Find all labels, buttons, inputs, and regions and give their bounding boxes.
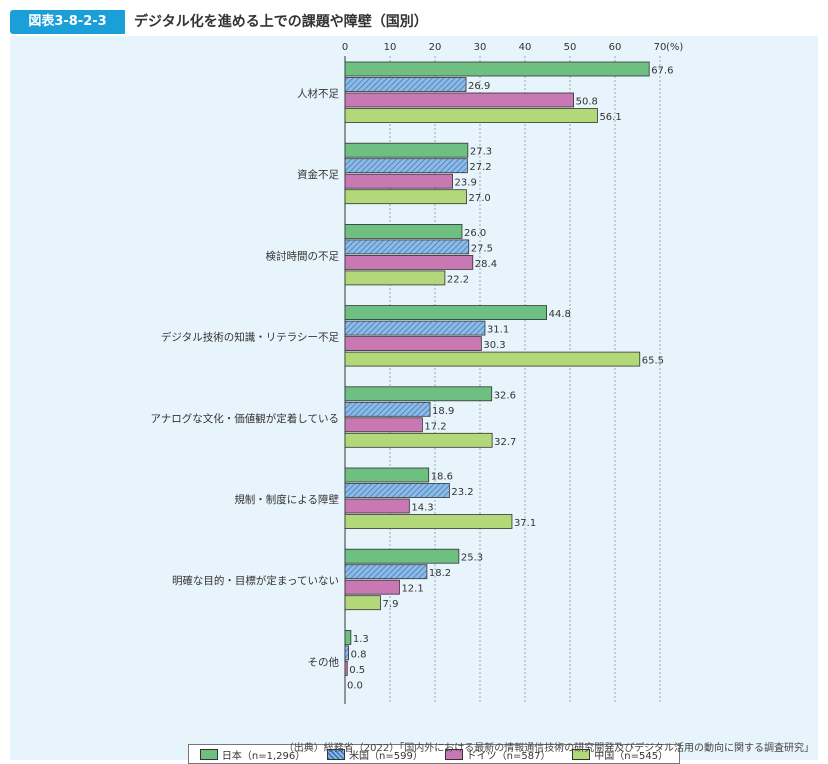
category-label: 明確な目的・目標が定まっていない	[172, 574, 339, 587]
bar-japan	[344, 630, 352, 645]
bar-japan	[344, 467, 430, 483]
legend-swatch-china	[572, 748, 591, 760]
bar-value-label: 56.1	[599, 112, 621, 123]
bar-japan	[344, 305, 548, 321]
bar-value-label: 25.3	[461, 553, 483, 564]
category-label: 資金不足	[297, 168, 339, 181]
bar-germany	[344, 417, 423, 433]
x-tick-label: 50	[564, 42, 577, 53]
bar-japan	[344, 223, 463, 239]
bar-value-label: 27.3	[470, 147, 492, 158]
bar-japan	[344, 548, 460, 564]
x-unit-label: (%)	[666, 42, 683, 53]
bar-germany	[344, 579, 400, 595]
bar-value-label: 23.9	[455, 178, 477, 189]
bar-value-label: 0.5	[349, 665, 365, 676]
bar-usa	[344, 77, 467, 92]
legend-swatch-japan	[199, 748, 218, 760]
legend-item-china: 中国（n=545）	[572, 747, 668, 762]
category-label: アナログな文化・価値観が定着している	[151, 412, 339, 425]
bar-usa	[344, 564, 428, 580]
bar-value-label: 27.2	[469, 162, 491, 173]
legend-label-china: 中国（n=545）	[594, 750, 669, 762]
legend-swatch-usa	[327, 748, 346, 760]
x-tick-label: 20	[429, 42, 442, 53]
bar-value-label: 32.6	[494, 390, 516, 401]
bar-value-label: 32.7	[494, 437, 516, 448]
bar-usa	[344, 239, 470, 255]
category-label: 検討時間の不足	[266, 249, 340, 262]
bar-china	[344, 108, 598, 123]
bar-value-label: 18.6	[431, 472, 453, 483]
figure-label: 図表3-8-2-3	[10, 10, 125, 34]
x-tick-label: 10	[384, 42, 397, 53]
x-tick-label: 60	[609, 42, 622, 53]
bar-value-label: 26.0	[464, 228, 486, 239]
bar-value-label: 27.0	[469, 193, 491, 204]
legend-item-japan: 日本（n=1,296）	[199, 747, 306, 762]
bar-japan	[344, 61, 650, 77]
bar-value-label: 26.9	[468, 81, 490, 92]
x-tick-label: 30	[474, 42, 487, 53]
legend-label-germany: ドイツ（n=587）	[466, 750, 551, 762]
x-tick-label: 70	[654, 42, 667, 53]
bar-germany	[344, 173, 453, 189]
bar-germany	[344, 498, 410, 514]
bar-usa	[344, 483, 450, 498]
x-tick-label: 40	[519, 42, 532, 53]
bar-value-label: 0.0	[347, 680, 363, 691]
bar-value-label: 18.2	[429, 568, 451, 579]
bar-usa	[344, 158, 468, 174]
bar-value-label: 18.9	[432, 406, 454, 417]
legend-label-usa: 米国（n=599）	[349, 750, 423, 762]
bar-value-label: 12.1	[401, 584, 423, 595]
bar-value-label: 27.5	[471, 243, 493, 254]
category-label: 人材不足	[297, 87, 339, 100]
chart-panel: 0 10 20 30 40 50 60 70 (%) 人材不足資金不足検討時間の不足デジタル技術…	[10, 36, 818, 764]
bar-china	[344, 514, 513, 529]
x-tick-label: 0	[342, 42, 348, 53]
bar-value-label: 31.1	[487, 325, 509, 336]
category-label: 規制・制度による障壁	[234, 493, 339, 506]
bar-china	[344, 595, 381, 611]
bar-value-label: 14.3	[411, 503, 433, 514]
bar-chart: 0 10 20 30 40 50 60 70 (%) 人材不足資金不足検討時間の不足デジタル技術…	[151, 42, 683, 704]
bar-value-label: 23.2	[451, 487, 473, 498]
figure-title: デジタル化を進める上での課題や障壁（国別）	[134, 14, 428, 30]
bar-china	[344, 351, 641, 367]
category-label: その他	[308, 655, 340, 668]
bar-value-label: 17.2	[424, 421, 446, 432]
bar-value-label: 0.8	[351, 649, 367, 660]
bar-value-label: 65.5	[642, 356, 664, 367]
bar-germany	[344, 336, 482, 352]
bar-germany	[344, 661, 348, 676]
bar-germany	[344, 92, 575, 108]
legend: 日本（n=1,296） 米国（n=599） ドイツ（n=587） 中国（n=54…	[188, 744, 680, 764]
bar-value-label: 37.1	[514, 518, 536, 529]
bar-value-label: 67.6	[651, 66, 673, 77]
legend-item-germany: ドイツ（n=587）	[444, 747, 551, 762]
bar-japan	[344, 386, 493, 402]
bar-usa	[344, 401, 431, 417]
legend-item-usa: 米国（n=599）	[327, 747, 423, 762]
bar-usa	[344, 645, 349, 661]
figure-header: 図表3-8-2-3 デジタル化を進める上での課題や障壁（国別）	[10, 10, 818, 34]
bar-value-label: 30.3	[483, 340, 505, 351]
bar-value-label: 50.8	[576, 97, 598, 108]
bar-value-label: 7.9	[383, 599, 399, 610]
bar-china	[344, 432, 493, 448]
bar-china	[344, 189, 467, 205]
bar-value-label: 28.4	[475, 259, 497, 270]
bar-japan	[344, 142, 469, 158]
source-note: （出典）総務省（2022）「国内外における最新の情報通信技術の研究開発及びデジタ…	[283, 743, 814, 754]
bar-value-label: 22.2	[447, 274, 469, 285]
bar-value-label: 44.8	[549, 309, 571, 320]
bar-value-label: 1.3	[353, 634, 369, 645]
legend-swatch-germany	[444, 748, 463, 760]
bar-usa	[344, 320, 486, 336]
legend-label-japan: 日本（n=1,296）	[221, 750, 306, 762]
bar-china	[344, 270, 446, 286]
category-label: デジタル技術の知識・リテラシー不足	[161, 331, 340, 344]
bar-germany	[344, 254, 474, 270]
